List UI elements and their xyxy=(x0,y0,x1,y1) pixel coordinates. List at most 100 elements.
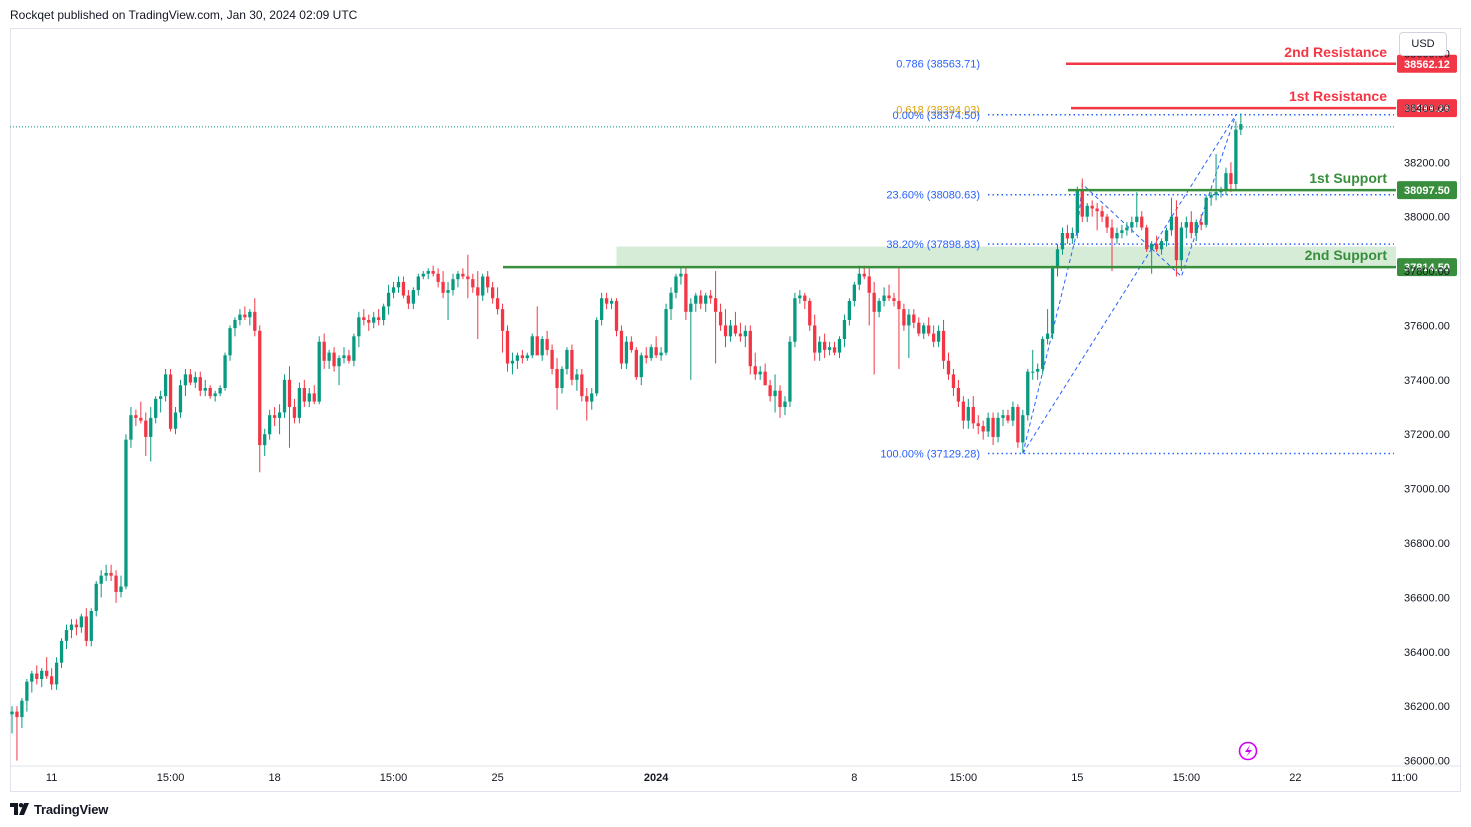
candle-body xyxy=(79,616,84,628)
candle-body xyxy=(763,371,767,386)
price-axis[interactable]: 36000.00 36200.00 36400.00 36600.00 36800.00… xyxy=(1404,48,1450,767)
candle-body xyxy=(99,575,103,584)
candle-body xyxy=(738,333,743,337)
candle-body xyxy=(827,347,832,350)
level-price-tag xyxy=(1397,258,1457,277)
lightning-icon[interactable] xyxy=(1238,741,1258,761)
y-tick-label: 36800.00 xyxy=(1404,538,1450,550)
y-tick-label: 38200.00 xyxy=(1404,157,1450,169)
tradingview-logo-icon xyxy=(10,803,29,815)
candle-body xyxy=(753,366,757,375)
candle-body xyxy=(456,273,460,280)
candle-body xyxy=(1075,189,1079,233)
y-tick-label: 36000.00 xyxy=(1404,756,1450,768)
candle-body xyxy=(912,314,916,323)
candle-body xyxy=(1169,216,1174,231)
candle-body xyxy=(867,276,871,293)
candle-body xyxy=(178,385,183,413)
candle-body xyxy=(1164,230,1169,242)
candle-body xyxy=(689,303,693,312)
candle-body xyxy=(49,676,54,685)
candle-body xyxy=(882,295,886,301)
candle-body xyxy=(704,295,708,304)
candle-body xyxy=(292,407,297,418)
candle-body xyxy=(560,368,564,388)
candle-body xyxy=(1021,415,1025,443)
candle-body xyxy=(1229,173,1233,185)
candle-body xyxy=(619,330,624,364)
candle-body xyxy=(183,374,188,386)
candle-body xyxy=(674,276,678,293)
candle-body xyxy=(986,417,990,432)
candle-body xyxy=(788,341,792,402)
candle-body xyxy=(862,273,866,277)
candle-body xyxy=(312,393,316,402)
candle-body xyxy=(535,336,539,356)
candle-body xyxy=(907,314,911,326)
candle-body xyxy=(1115,232,1119,239)
candle-body xyxy=(263,434,267,446)
candle-body xyxy=(966,407,970,421)
candle-body xyxy=(466,276,470,280)
support-zone-layer xyxy=(10,126,1396,268)
candle-body xyxy=(1214,192,1218,195)
candle-body xyxy=(530,336,534,356)
candle-body xyxy=(20,700,24,718)
candle-body xyxy=(317,341,321,402)
candle-body xyxy=(887,295,891,299)
candle-body xyxy=(228,328,232,356)
candle-body xyxy=(406,295,411,304)
fib-layer: 0.786 (38563.71) 0.618 (38394.03)0.00% (3… xyxy=(880,58,1394,460)
candle-body xyxy=(89,610,93,641)
candle-body xyxy=(946,360,951,375)
candle-body xyxy=(1100,211,1104,217)
candle-body xyxy=(490,287,495,299)
level-price-tag xyxy=(1397,54,1457,73)
candle-body xyxy=(832,347,837,353)
candle-body xyxy=(386,292,391,307)
candle-body xyxy=(951,374,956,388)
candle-body xyxy=(307,393,311,402)
candle-body xyxy=(1050,268,1055,334)
candle-body xyxy=(699,295,703,304)
candle-body xyxy=(59,640,64,663)
candle-body xyxy=(10,711,14,715)
candle-body xyxy=(1189,222,1193,233)
x-tick-label: 15:00 xyxy=(1173,772,1201,784)
candle-body xyxy=(193,377,197,383)
candle-body xyxy=(396,281,401,288)
candle-body xyxy=(495,298,500,310)
candle-body xyxy=(872,292,876,312)
x-tick-label: 18 xyxy=(268,772,280,784)
candle-body xyxy=(728,325,733,337)
y-tick-label: 38400.00 xyxy=(1404,103,1450,115)
candle-body xyxy=(748,330,752,367)
candle-body xyxy=(253,311,257,331)
candle-body xyxy=(793,298,797,342)
candle-body xyxy=(268,415,272,435)
candle-body xyxy=(803,295,807,301)
candle-body xyxy=(1145,227,1149,250)
candle-body xyxy=(173,412,178,429)
candle-body xyxy=(1239,124,1243,130)
candle-body xyxy=(411,290,416,304)
x-tick-label: 15:00 xyxy=(380,772,408,784)
time-axis[interactable]: 11 15:00 18 15:00 25 2024 8 15:00 15 15:00 22 11:00… xyxy=(10,765,1471,784)
candle-body xyxy=(377,317,381,320)
candle-body xyxy=(297,387,302,418)
candle-body xyxy=(808,300,812,326)
candle-body xyxy=(1095,208,1099,212)
candle-body xyxy=(1224,173,1228,190)
candle-body xyxy=(1199,222,1203,225)
currency-button[interactable]: USD xyxy=(1399,32,1447,56)
fib-label: 0.00% (38374.50) xyxy=(893,110,980,122)
level-name: 1st Resistance xyxy=(1289,88,1387,104)
candle-body xyxy=(813,325,817,353)
candle-body xyxy=(25,681,29,701)
candle-body xyxy=(1001,415,1005,418)
candle-body xyxy=(426,271,430,274)
candle-body xyxy=(124,439,128,587)
candle-body xyxy=(154,398,158,418)
candle-body xyxy=(981,426,985,432)
